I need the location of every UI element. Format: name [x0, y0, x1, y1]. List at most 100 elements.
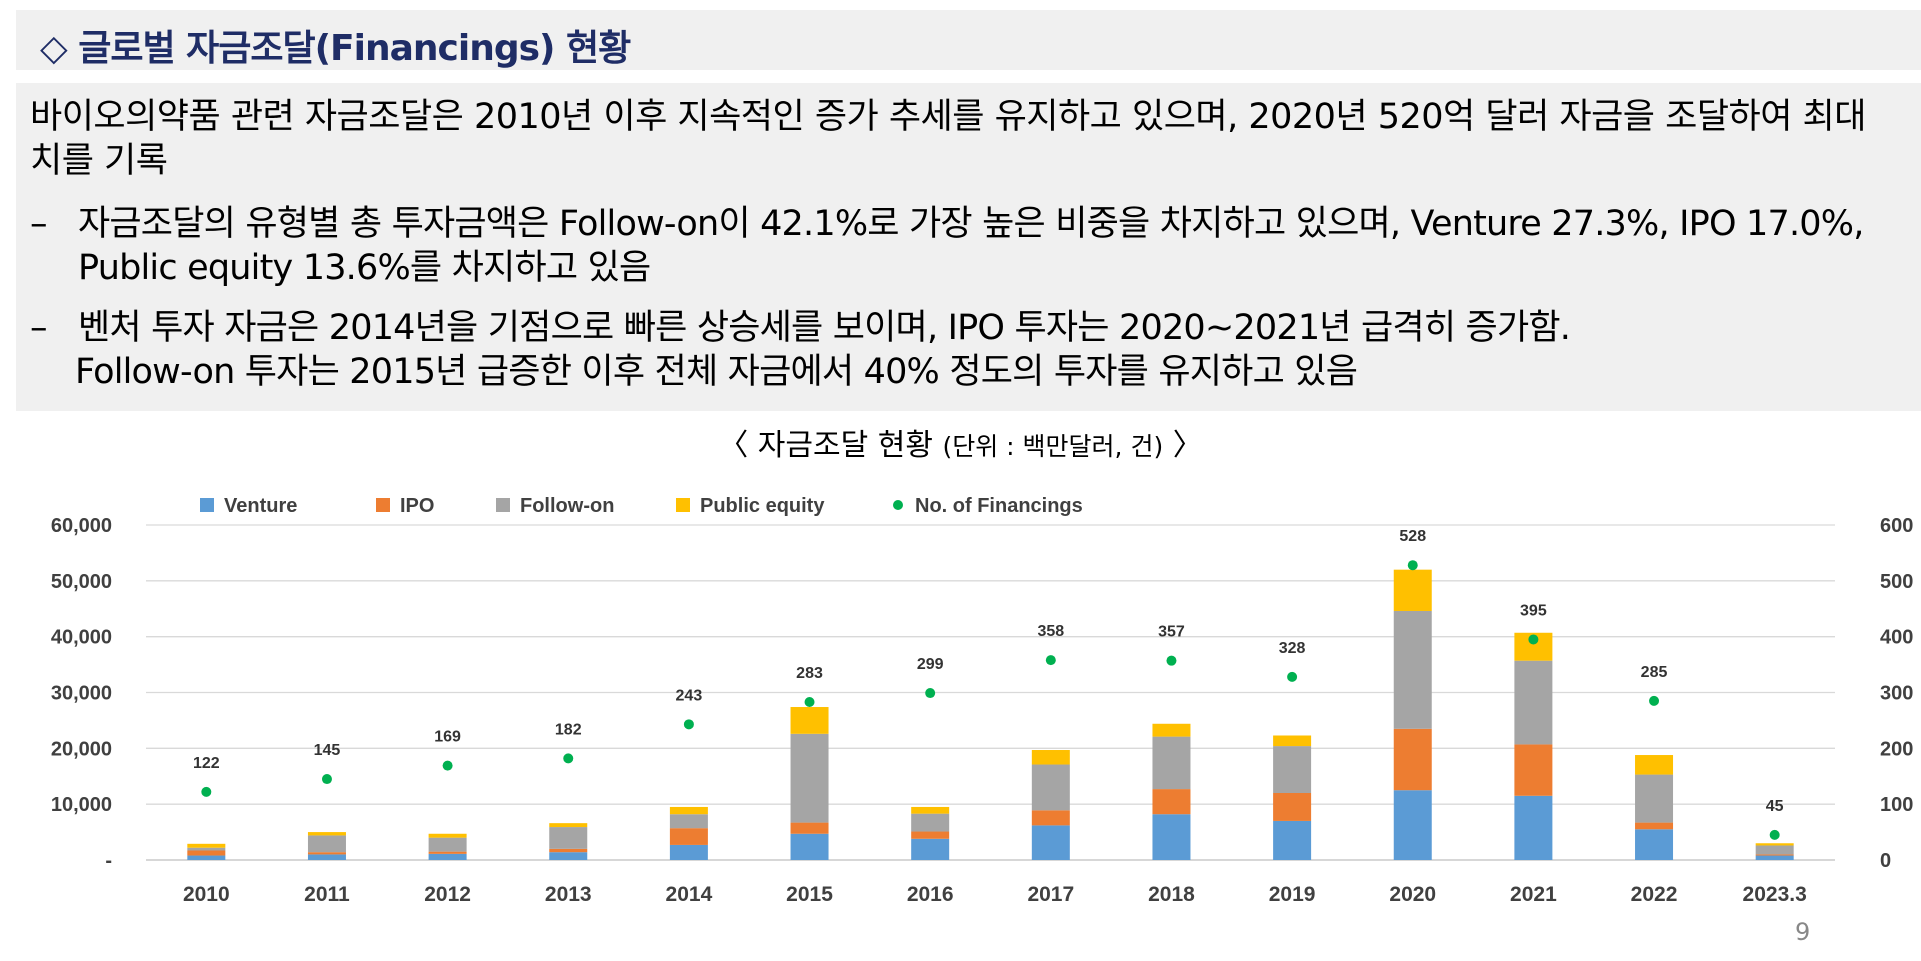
financings-data-label: 358	[1037, 623, 1064, 640]
y-left-tick-label: 20,000	[51, 738, 112, 760]
bar-segment	[1755, 854, 1794, 856]
financings-data-label: 182	[555, 721, 582, 738]
financings-data-label: 285	[1641, 664, 1668, 681]
bar-segment	[669, 844, 708, 860]
bar-segment	[187, 850, 226, 856]
financings-point	[563, 753, 574, 764]
financings-point	[201, 786, 212, 797]
bar-segment	[1152, 814, 1191, 860]
financings-data-label: 299	[917, 656, 944, 673]
financings-point	[804, 696, 815, 707]
y-right-tick-label: 500	[1880, 571, 1913, 593]
bar-segment	[1273, 820, 1312, 860]
bar-segment	[307, 835, 346, 853]
bar-segment	[1152, 723, 1191, 737]
legend-label: Public equity	[700, 495, 825, 517]
y-right-tick-label: 0	[1880, 850, 1891, 872]
bullet-line: 벤처 투자 자금은 2014년을 기점으로 빠른 상승세를 보이며, IPO 투…	[78, 308, 1571, 348]
legend-swatch	[893, 500, 903, 510]
y-right-tick-label: 100	[1880, 794, 1913, 816]
page-number: 9	[1795, 918, 1811, 946]
x-tick-label: 2017	[1027, 883, 1074, 906]
bar-segment	[428, 837, 467, 852]
bar-segment	[307, 852, 346, 855]
bar-segment	[911, 831, 950, 839]
legend-swatch	[376, 498, 390, 512]
bar-segment	[1635, 774, 1674, 823]
bar-segment	[1273, 793, 1312, 821]
caption-unit: (단위 : 백만달러, 건)	[942, 432, 1164, 461]
legend-label: No. of Financings	[915, 495, 1083, 517]
caption-open-bracket: 〈	[718, 428, 749, 463]
bar-segment	[1152, 789, 1191, 815]
caption-main: 자금조달 현황	[757, 428, 933, 463]
y-left-tick-label: 30,000	[51, 683, 112, 705]
financings-point	[442, 760, 453, 771]
bar-segment	[1514, 795, 1553, 860]
bullet-dash: –	[30, 204, 47, 244]
x-tick-label: 2016	[907, 883, 954, 906]
x-tick-label: 2011	[304, 883, 350, 906]
bar-segment	[790, 707, 829, 734]
financings-point	[1407, 560, 1418, 571]
financings-data-label: 528	[1399, 528, 1426, 545]
bar-segment	[1755, 845, 1794, 855]
bar-segment	[307, 854, 346, 860]
y-left-tick-label: 40,000	[51, 627, 112, 649]
bullet-line: 자금조달의 유형별 총 투자금액은 Follow-on이 42.1%로 가장 높…	[78, 204, 1864, 244]
bar-segment	[1514, 660, 1553, 745]
legend-swatch	[676, 498, 690, 512]
x-tick-label: 2014	[666, 883, 713, 906]
y-left-tick-label: 50,000	[51, 571, 112, 593]
x-tick-label: 2018	[1148, 883, 1195, 906]
financings-point	[683, 719, 694, 730]
x-tick-label: 2023.3	[1743, 883, 1807, 906]
financings-point	[1166, 655, 1177, 666]
summary-box: 바이오의약품 관련 자금조달은 2010년 이후 지속적인 증가 추세를 유지하…	[16, 83, 1921, 411]
financings-data-label: 328	[1279, 640, 1306, 657]
y-right-tick-label: 300	[1880, 683, 1913, 705]
bar-segment	[790, 733, 829, 823]
bar-segment	[1031, 810, 1070, 826]
financings-data-label: 283	[796, 665, 823, 682]
bullet-text: 벤처 투자 자금은 2014년을 기점으로 빠른 상승세를 보이며, IPO 투…	[75, 306, 1918, 394]
financings-data-label: 395	[1520, 602, 1547, 619]
bar-segment	[307, 832, 346, 836]
legend-swatch	[200, 498, 214, 512]
chart-caption: 〈 자금조달 현황 (단위 : 백만달러, 건) 〉	[0, 420, 1921, 464]
bar-segment	[1031, 764, 1070, 811]
financings-data-label: 45	[1766, 798, 1784, 815]
financings-data-label: 243	[676, 687, 703, 704]
y-right-tick-label: 200	[1880, 738, 1913, 760]
x-tick-label: 2013	[545, 883, 592, 906]
bar-segment	[790, 833, 829, 860]
financings-data-label: 169	[434, 729, 461, 746]
y-right-tick-label: 600	[1880, 515, 1913, 537]
summary-main-text: 바이오의약품 관련 자금조달은 2010년 이후 지속적인 증가 추세를 유지하…	[30, 97, 1866, 181]
bar-segment	[1273, 746, 1312, 793]
bar-segment	[549, 823, 588, 828]
x-tick-label: 2010	[183, 883, 230, 906]
legend-label: Follow-on	[520, 495, 614, 517]
caption-close-bracket: 〉	[1172, 428, 1203, 463]
bar-segment	[549, 827, 588, 849]
y-left-tick-label: -	[105, 850, 112, 872]
y-left-tick-label: 60,000	[51, 515, 112, 537]
bullet-dash: –	[30, 308, 47, 348]
page-title: ◇ 글로벌 자금조달(Financings) 현황	[40, 28, 631, 69]
bar-segment	[187, 855, 226, 860]
bar-segment	[1635, 829, 1674, 860]
x-tick-label: 2019	[1269, 883, 1316, 906]
financings-point	[1528, 634, 1539, 645]
y-right-tick-label: 400	[1880, 627, 1913, 649]
financings-data-label: 357	[1158, 624, 1185, 641]
bar-segment	[549, 852, 588, 860]
bar-segment	[911, 806, 950, 814]
bar-segment	[187, 847, 226, 851]
financings-point	[1045, 655, 1056, 666]
bar-segment	[187, 843, 226, 848]
bar-segment	[790, 822, 829, 834]
financings-point	[925, 688, 936, 699]
legend-swatch	[496, 498, 510, 512]
bullet-line: Follow-on 투자는 2015년 급증한 이후 전체 자금에서 40% 정…	[75, 352, 1358, 392]
